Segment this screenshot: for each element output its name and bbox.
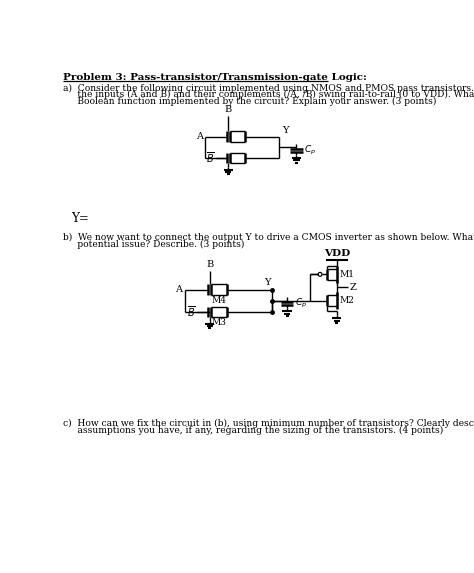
Text: Problem 3: Pass-transistor/Transmission-gate Logic:: Problem 3: Pass-transistor/Transmission-…	[63, 73, 367, 81]
Text: $\overline{B}$: $\overline{B}$	[187, 305, 196, 320]
Text: VDD: VDD	[324, 249, 350, 258]
Text: M1: M1	[339, 270, 354, 279]
Text: a)  Consider the following circuit implemented using NMOS and PMOS pass transist: a) Consider the following circuit implem…	[63, 84, 474, 92]
Text: B: B	[206, 260, 213, 269]
Text: Boolean function implemented by the circuit? Explain your answer. (3 points): Boolean function implemented by the circ…	[63, 97, 437, 107]
Text: B: B	[225, 105, 232, 114]
Text: potential issue? Describe. (3 points): potential issue? Describe. (3 points)	[63, 240, 245, 249]
Text: $\overline{B}$: $\overline{B}$	[206, 151, 214, 166]
Text: the inputs (A and B) and their complements (/A, /B) swing rail-to-rail (0 to VDD: the inputs (A and B) and their complemen…	[63, 91, 474, 100]
Text: $C_p$: $C_p$	[304, 144, 316, 157]
Text: M4: M4	[211, 296, 226, 305]
Text: M2: M2	[339, 296, 354, 305]
Text: M3: M3	[211, 318, 226, 327]
Text: A: A	[175, 285, 182, 295]
Text: $C_p$: $C_p$	[295, 297, 307, 310]
Text: b)  We now want to connect the output Y to drive a CMOS inverter as shown below.: b) We now want to connect the output Y t…	[63, 233, 474, 242]
Text: A: A	[196, 132, 202, 141]
Text: Y: Y	[264, 278, 271, 288]
Text: Y: Y	[283, 126, 289, 135]
Text: Z: Z	[349, 283, 356, 292]
Text: assumptions you have, if any, regarding the sizing of the transistors. (4 points: assumptions you have, if any, regarding …	[63, 426, 443, 435]
Text: c)  How can we fix the circuit in (b), using minimum number of transistors? Clea: c) How can we fix the circuit in (b), us…	[63, 419, 474, 428]
Text: Y=: Y=	[71, 213, 89, 225]
